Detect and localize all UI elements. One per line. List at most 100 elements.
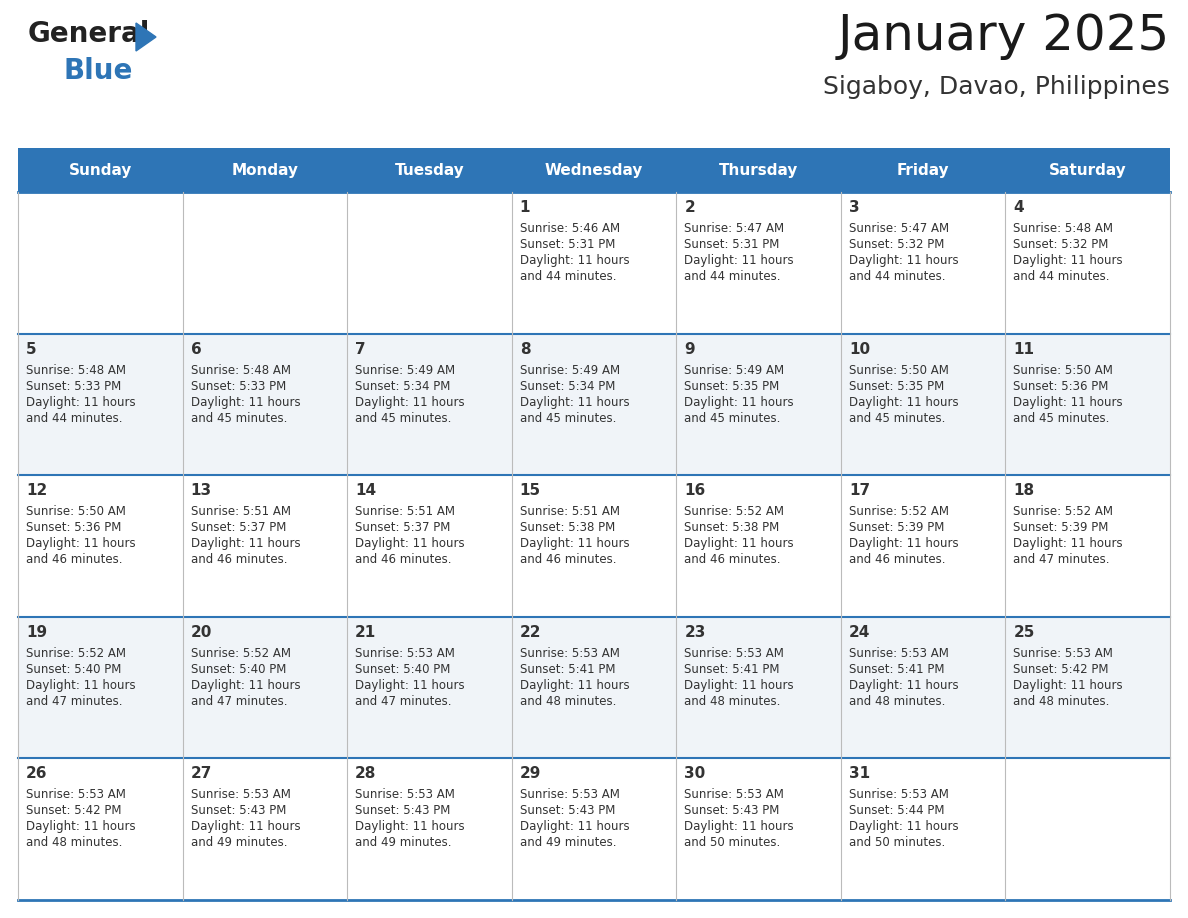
Text: Daylight: 11 hours: Daylight: 11 hours <box>355 537 465 550</box>
Text: Sunrise: 5:47 AM: Sunrise: 5:47 AM <box>849 222 949 235</box>
Text: Sunrise: 5:50 AM: Sunrise: 5:50 AM <box>26 505 126 518</box>
Text: Sunset: 5:31 PM: Sunset: 5:31 PM <box>684 238 779 251</box>
Text: and 48 minutes.: and 48 minutes. <box>1013 695 1110 708</box>
Text: Sunset: 5:34 PM: Sunset: 5:34 PM <box>519 380 615 393</box>
Text: Sunset: 5:40 PM: Sunset: 5:40 PM <box>26 663 121 676</box>
Text: Daylight: 11 hours: Daylight: 11 hours <box>190 537 301 550</box>
Text: Sunset: 5:35 PM: Sunset: 5:35 PM <box>849 380 944 393</box>
Text: and 48 minutes.: and 48 minutes. <box>684 695 781 708</box>
Text: Sunday: Sunday <box>69 162 132 177</box>
Text: Sunrise: 5:53 AM: Sunrise: 5:53 AM <box>190 789 290 801</box>
Text: Wednesday: Wednesday <box>545 162 643 177</box>
Text: Sunset: 5:31 PM: Sunset: 5:31 PM <box>519 238 615 251</box>
Text: Daylight: 11 hours: Daylight: 11 hours <box>190 396 301 409</box>
Text: and 45 minutes.: and 45 minutes. <box>684 411 781 425</box>
Text: and 45 minutes.: and 45 minutes. <box>1013 411 1110 425</box>
Text: Thursday: Thursday <box>719 162 798 177</box>
Text: Sunrise: 5:52 AM: Sunrise: 5:52 AM <box>1013 505 1113 518</box>
Text: Sunrise: 5:48 AM: Sunrise: 5:48 AM <box>26 364 126 376</box>
Text: Daylight: 11 hours: Daylight: 11 hours <box>1013 396 1123 409</box>
Text: 28: 28 <box>355 767 377 781</box>
Text: Daylight: 11 hours: Daylight: 11 hours <box>849 821 959 834</box>
Text: Sunrise: 5:53 AM: Sunrise: 5:53 AM <box>355 789 455 801</box>
Text: 10: 10 <box>849 341 870 356</box>
Text: 11: 11 <box>1013 341 1035 356</box>
Text: Sunrise: 5:50 AM: Sunrise: 5:50 AM <box>849 364 949 376</box>
Text: and 44 minutes.: and 44 minutes. <box>26 411 122 425</box>
Text: 5: 5 <box>26 341 37 356</box>
Text: and 44 minutes.: and 44 minutes. <box>849 270 946 283</box>
Text: and 46 minutes.: and 46 minutes. <box>519 554 617 566</box>
Text: 13: 13 <box>190 483 211 498</box>
Text: Sunset: 5:36 PM: Sunset: 5:36 PM <box>26 521 121 534</box>
Text: Sigaboy, Davao, Philippines: Sigaboy, Davao, Philippines <box>823 75 1170 99</box>
Text: 2: 2 <box>684 200 695 215</box>
Bar <box>1005 148 1170 192</box>
Text: 25: 25 <box>1013 625 1035 640</box>
Text: Blue: Blue <box>63 57 132 85</box>
Text: Daylight: 11 hours: Daylight: 11 hours <box>849 254 959 267</box>
Text: Sunset: 5:43 PM: Sunset: 5:43 PM <box>684 804 779 817</box>
Text: Sunrise: 5:48 AM: Sunrise: 5:48 AM <box>1013 222 1113 235</box>
Text: and 49 minutes.: and 49 minutes. <box>190 836 287 849</box>
Text: Sunrise: 5:53 AM: Sunrise: 5:53 AM <box>519 789 620 801</box>
Text: Sunset: 5:41 PM: Sunset: 5:41 PM <box>684 663 779 676</box>
Text: Sunset: 5:38 PM: Sunset: 5:38 PM <box>519 521 615 534</box>
Text: Sunset: 5:36 PM: Sunset: 5:36 PM <box>1013 380 1108 393</box>
Text: Sunset: 5:33 PM: Sunset: 5:33 PM <box>190 380 286 393</box>
Bar <box>18 148 183 192</box>
Text: Daylight: 11 hours: Daylight: 11 hours <box>26 678 135 692</box>
Text: Sunrise: 5:53 AM: Sunrise: 5:53 AM <box>849 647 949 660</box>
Text: Sunrise: 5:46 AM: Sunrise: 5:46 AM <box>519 222 620 235</box>
Text: Daylight: 11 hours: Daylight: 11 hours <box>684 678 794 692</box>
Text: Daylight: 11 hours: Daylight: 11 hours <box>684 254 794 267</box>
Text: Daylight: 11 hours: Daylight: 11 hours <box>684 821 794 834</box>
Bar <box>18 192 1170 333</box>
Text: and 50 minutes.: and 50 minutes. <box>849 836 946 849</box>
Text: Sunset: 5:42 PM: Sunset: 5:42 PM <box>26 804 121 817</box>
Text: Sunrise: 5:53 AM: Sunrise: 5:53 AM <box>684 647 784 660</box>
Text: 19: 19 <box>26 625 48 640</box>
Text: Sunrise: 5:48 AM: Sunrise: 5:48 AM <box>190 364 291 376</box>
Text: 18: 18 <box>1013 483 1035 498</box>
Text: Sunset: 5:39 PM: Sunset: 5:39 PM <box>849 521 944 534</box>
Bar <box>183 148 347 192</box>
Text: Sunset: 5:33 PM: Sunset: 5:33 PM <box>26 380 121 393</box>
Text: Daylight: 11 hours: Daylight: 11 hours <box>26 821 135 834</box>
Text: Sunrise: 5:49 AM: Sunrise: 5:49 AM <box>355 364 455 376</box>
Text: Sunset: 5:42 PM: Sunset: 5:42 PM <box>1013 663 1108 676</box>
Text: Sunset: 5:37 PM: Sunset: 5:37 PM <box>190 521 286 534</box>
Text: Sunrise: 5:53 AM: Sunrise: 5:53 AM <box>1013 647 1113 660</box>
Text: and 47 minutes.: and 47 minutes. <box>1013 554 1110 566</box>
Text: 4: 4 <box>1013 200 1024 215</box>
Text: Sunrise: 5:52 AM: Sunrise: 5:52 AM <box>849 505 949 518</box>
Text: Sunrise: 5:52 AM: Sunrise: 5:52 AM <box>684 505 784 518</box>
Text: 15: 15 <box>519 483 541 498</box>
Text: Sunset: 5:41 PM: Sunset: 5:41 PM <box>849 663 944 676</box>
Text: and 46 minutes.: and 46 minutes. <box>355 554 451 566</box>
Text: Daylight: 11 hours: Daylight: 11 hours <box>1013 678 1123 692</box>
Text: and 50 minutes.: and 50 minutes. <box>684 836 781 849</box>
Text: Sunset: 5:32 PM: Sunset: 5:32 PM <box>849 238 944 251</box>
Text: Daylight: 11 hours: Daylight: 11 hours <box>849 678 959 692</box>
Text: and 45 minutes.: and 45 minutes. <box>355 411 451 425</box>
Text: Sunrise: 5:51 AM: Sunrise: 5:51 AM <box>519 505 620 518</box>
Text: 3: 3 <box>849 200 859 215</box>
Text: and 46 minutes.: and 46 minutes. <box>849 554 946 566</box>
Text: Daylight: 11 hours: Daylight: 11 hours <box>849 396 959 409</box>
Text: Sunrise: 5:53 AM: Sunrise: 5:53 AM <box>519 647 620 660</box>
Text: Sunrise: 5:51 AM: Sunrise: 5:51 AM <box>190 505 291 518</box>
Text: Daylight: 11 hours: Daylight: 11 hours <box>519 678 630 692</box>
Text: 16: 16 <box>684 483 706 498</box>
Text: and 45 minutes.: and 45 minutes. <box>190 411 287 425</box>
Bar <box>347 148 512 192</box>
Text: and 44 minutes.: and 44 minutes. <box>1013 270 1110 283</box>
Text: General: General <box>29 20 151 48</box>
Text: and 45 minutes.: and 45 minutes. <box>519 411 617 425</box>
Text: and 46 minutes.: and 46 minutes. <box>190 554 287 566</box>
Text: Sunrise: 5:52 AM: Sunrise: 5:52 AM <box>26 647 126 660</box>
Text: Saturday: Saturday <box>1049 162 1126 177</box>
Text: Daylight: 11 hours: Daylight: 11 hours <box>1013 537 1123 550</box>
Text: Daylight: 11 hours: Daylight: 11 hours <box>26 396 135 409</box>
Text: 26: 26 <box>26 767 48 781</box>
